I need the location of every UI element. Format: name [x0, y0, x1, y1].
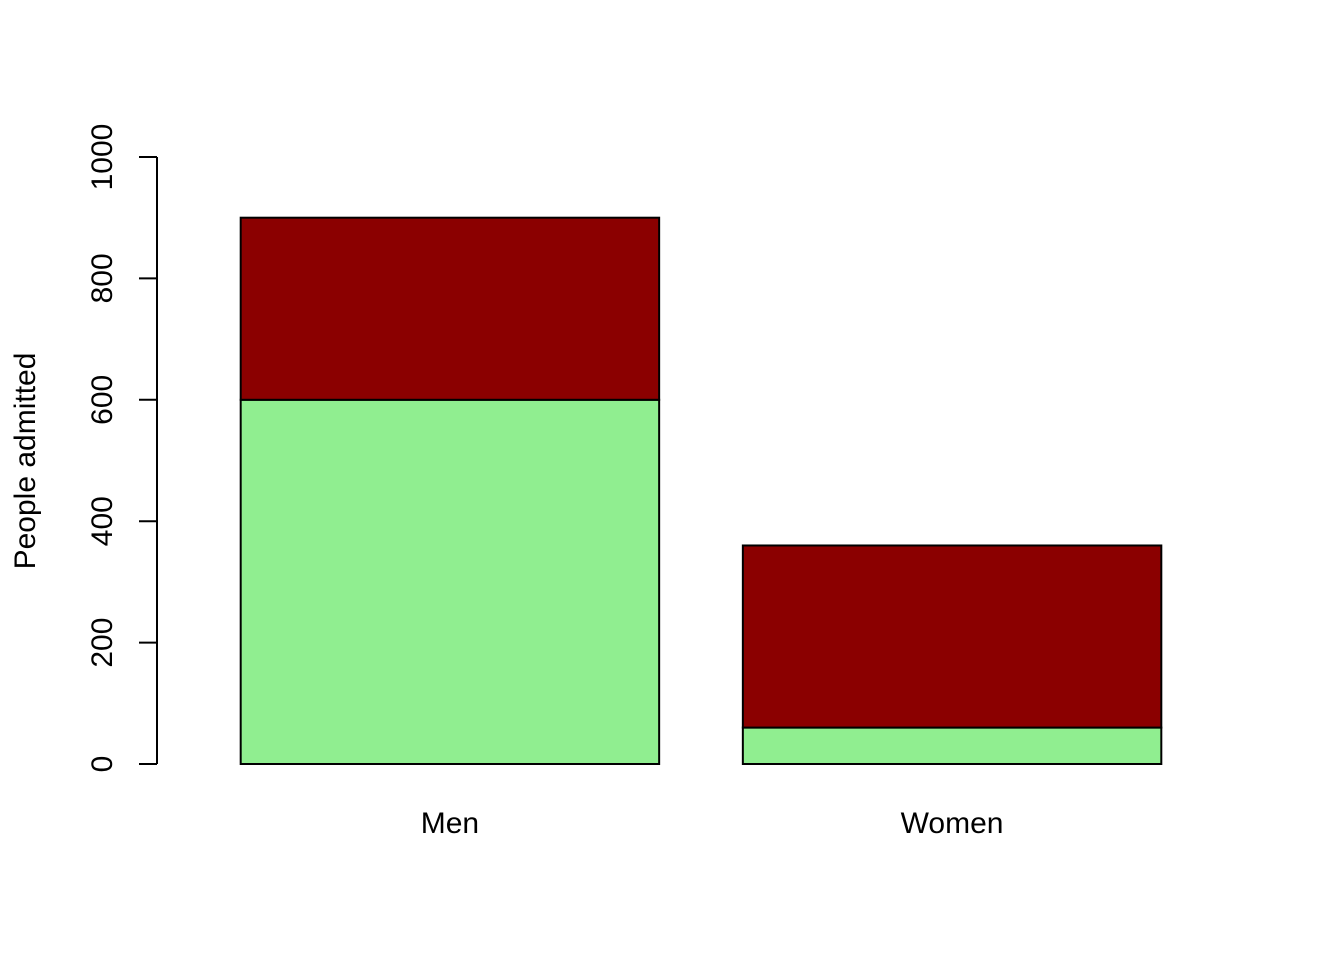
- y-axis: 0 200 400 600 800 1000: [86, 124, 158, 773]
- bar-men-segment-2: [239, 216, 661, 401]
- y-tick-label-600: 600: [86, 375, 119, 425]
- bar-women-segment-2: [741, 544, 1163, 729]
- y-tick-label-800: 800: [86, 253, 119, 303]
- y-tick-label-0: 0: [86, 756, 119, 773]
- y-tick-label-1000: 1000: [86, 124, 119, 191]
- y-axis-label: People admitted: [9, 353, 42, 570]
- y-tick-label-400: 400: [86, 496, 119, 546]
- x-tick-label-women: Women: [901, 807, 1004, 840]
- bar-women-segment-1: [741, 726, 1163, 766]
- y-tick-label-200: 200: [86, 618, 119, 668]
- bars-group: [239, 216, 1163, 766]
- bar-men-segment-1: [239, 398, 661, 765]
- x-axis-labels: Men Women: [421, 807, 1004, 840]
- x-tick-label-men: Men: [421, 807, 479, 840]
